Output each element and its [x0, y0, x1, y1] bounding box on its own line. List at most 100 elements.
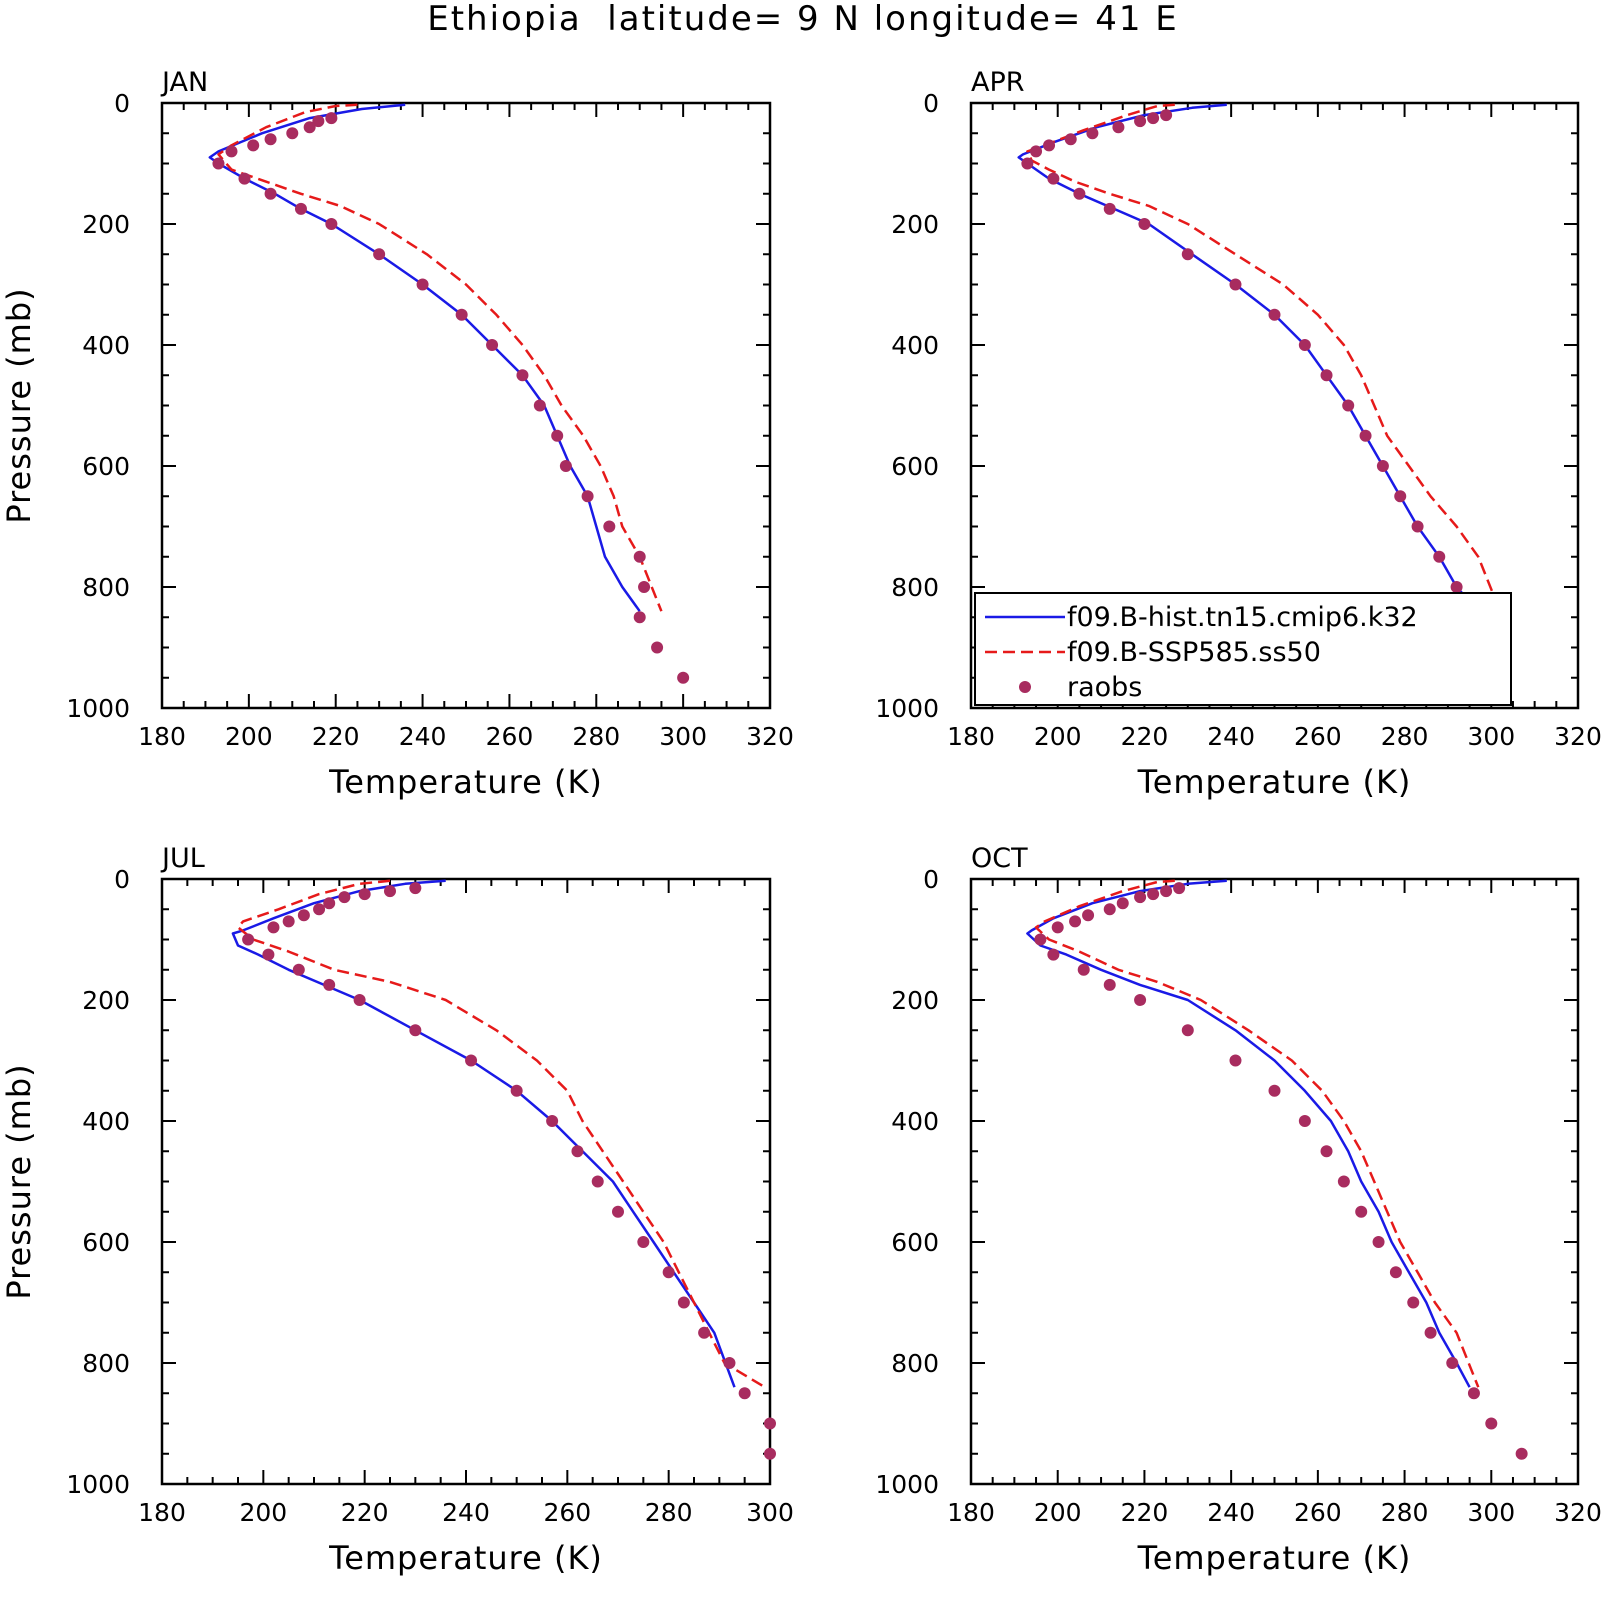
x-tick-label: 240	[1207, 1498, 1255, 1527]
raobs-point	[297, 909, 310, 922]
legend-label-hist: f09.B-hist.tn15.cmip6.k32	[1067, 602, 1418, 633]
x-tick-label: 180	[947, 722, 995, 751]
raobs-point	[238, 172, 251, 185]
raobs-point	[1173, 882, 1186, 895]
raobs-point	[409, 882, 422, 895]
raobs-point	[262, 948, 275, 961]
x-tick-label: 260	[1294, 1498, 1342, 1527]
y-tick-label: 0	[923, 89, 939, 118]
x-tick-label: 200	[1034, 722, 1082, 751]
x-tick-label: 260	[486, 722, 534, 751]
raobs-point	[325, 112, 338, 125]
raobs-point	[637, 1236, 650, 1248]
raobs-point	[677, 1296, 690, 1309]
x-tick-label: 300	[746, 1498, 794, 1527]
raobs-point	[1103, 202, 1116, 215]
y-tick-label: 800	[82, 573, 130, 602]
raobs-point	[313, 903, 326, 916]
hist-series-line	[1017, 103, 1480, 613]
raobs-point	[1073, 187, 1086, 200]
panels: 180 200 220 240 260 280 300 320 0 200 400 600 800 100…	[0, 67, 1602, 1577]
raobs-point	[247, 139, 260, 152]
raobs-point	[698, 1326, 711, 1339]
raobs-point	[1485, 1417, 1498, 1430]
x-tick-label: 240	[1207, 722, 1255, 751]
raobs-point	[1030, 145, 1043, 158]
y-tick-label: 200	[891, 210, 939, 239]
x-tick-label: 200	[239, 1498, 287, 1527]
raobs-point	[1051, 921, 1064, 934]
raobs-point	[533, 399, 546, 412]
raobs-point	[1112, 121, 1125, 134]
y-tick-label: 0	[114, 89, 130, 118]
figure-title: Ethiopia latitude= 9 N longitude= 41 E	[427, 0, 1179, 39]
raobs-point	[267, 921, 280, 934]
raobs-point	[1069, 915, 1082, 928]
raobs-point	[1450, 581, 1463, 593]
raobs-point	[409, 1024, 422, 1037]
raobs-point	[1359, 429, 1372, 442]
raobs-point	[338, 891, 351, 904]
legend-box	[974, 592, 1512, 706]
raobs-point	[286, 127, 299, 140]
raobs-point	[1147, 112, 1160, 125]
x-tick-label: 200	[1034, 1498, 1082, 1527]
raobs-point	[571, 1145, 584, 1158]
panel-apr: 180 200 220 240 260 280 300 320 0 200 400 600 800 100…	[875, 67, 1601, 801]
raobs-point	[1086, 127, 1099, 140]
raobs-point	[1047, 948, 1060, 961]
raobs-point	[353, 994, 366, 1006]
y-tick-label: 1000	[875, 694, 939, 723]
x-tick-label: 300	[1467, 1498, 1515, 1527]
panel-title: JUL	[160, 843, 205, 874]
raobs-point	[1134, 994, 1147, 1006]
raobs-point	[1047, 172, 1060, 185]
raobs-point	[1320, 1145, 1333, 1158]
raobs-point	[677, 671, 690, 684]
panel-jul: 180 200 220 240 260 280 300 0 200 400 600 800 1000 JU…	[0, 843, 794, 1577]
raobs-point	[764, 1417, 776, 1430]
raobs-point	[1407, 1296, 1420, 1309]
y-tick-label: 200	[891, 986, 939, 1015]
raobs-point	[546, 1115, 559, 1127]
raobs-point	[312, 115, 325, 128]
panel-title: APR	[971, 67, 1025, 98]
raobs-point	[1355, 1205, 1368, 1218]
raobs-point	[358, 888, 371, 901]
ssp-series-line	[217, 103, 663, 612]
ssp-series-line	[1026, 103, 1502, 612]
y-tick-label: 200	[82, 986, 130, 1015]
legend-label-ssp: f09.B-SSP585.ss50	[1067, 637, 1321, 668]
raobs-point	[603, 520, 616, 533]
raobs-point	[638, 581, 651, 593]
x-axis-label: Temperature (K)	[1137, 763, 1412, 801]
raobs-point	[612, 1205, 624, 1218]
x-tick-label: 300	[659, 722, 707, 751]
raobs-point	[1134, 115, 1147, 128]
raobs-point	[633, 550, 646, 563]
ssp-series-line	[236, 879, 766, 1389]
raobs-point	[633, 611, 646, 624]
raobs-point	[1103, 903, 1116, 916]
x-tick-label: 280	[645, 1498, 693, 1527]
x-tick-label: 280	[1381, 722, 1429, 751]
y-tick-label: 400	[82, 1107, 130, 1136]
raobs-point	[384, 885, 396, 898]
raobs-point	[264, 133, 277, 146]
y-tick-label: 800	[82, 1349, 130, 1378]
raobs-point	[282, 915, 295, 928]
x-tick-label: 240	[442, 1498, 490, 1527]
raobs-point	[225, 145, 238, 158]
raobs-point	[1138, 218, 1151, 230]
raobs-point	[264, 187, 277, 200]
y-axis-label: Pressure (mb)	[0, 287, 38, 523]
raobs-point	[325, 218, 338, 230]
panel-jan: 180 200 220 240 260 280 300 320 0 200 400 600 800 100…	[0, 67, 794, 801]
raobs-point	[1320, 369, 1333, 382]
raobs-point	[416, 278, 429, 291]
y-tick-label: 0	[114, 865, 130, 894]
x-tick-label: 200	[225, 722, 273, 751]
y-axis-label: Pressure (mb)	[0, 1063, 38, 1299]
raobs-point	[1268, 308, 1281, 321]
